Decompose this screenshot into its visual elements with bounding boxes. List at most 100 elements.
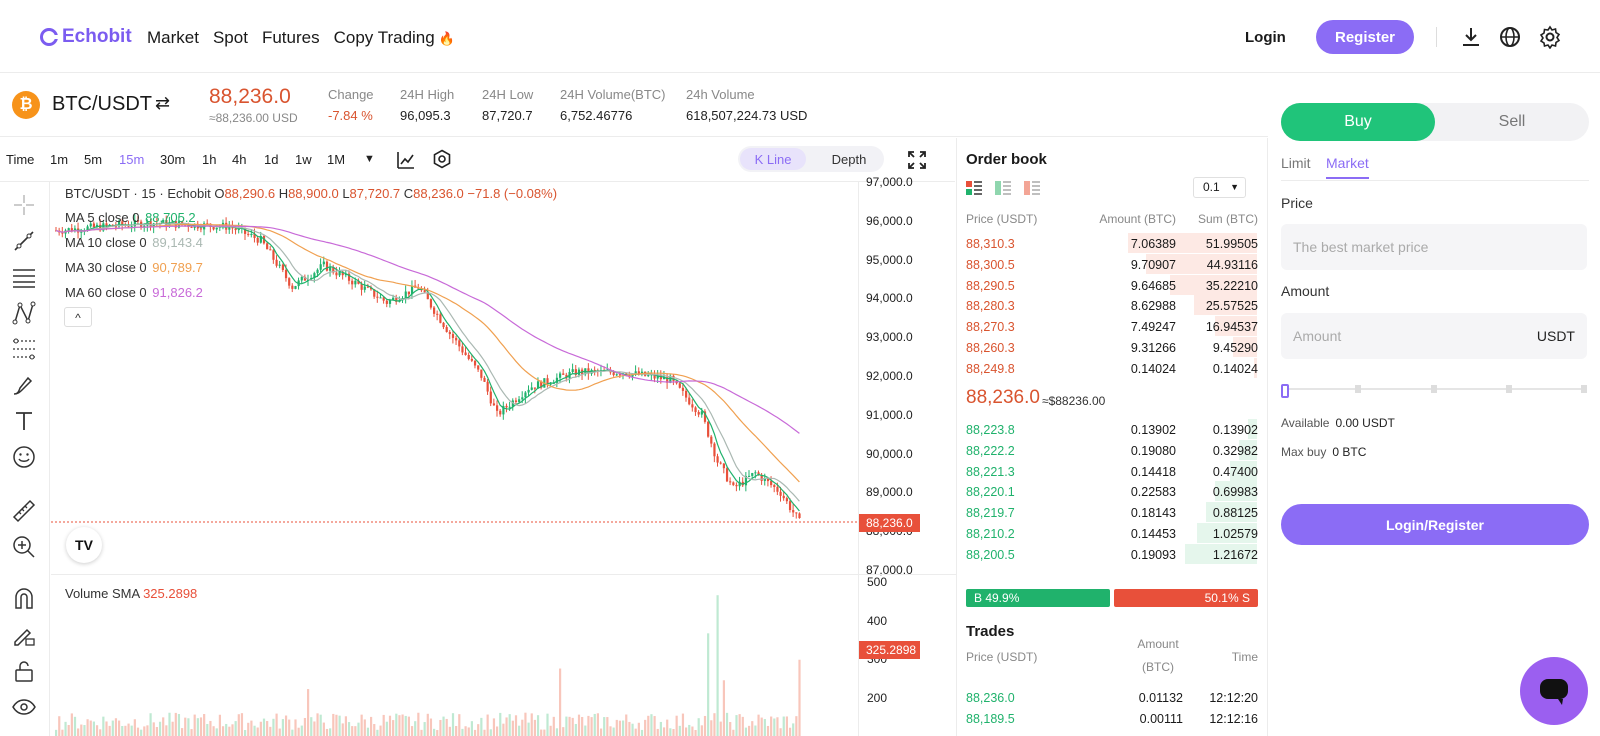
chart-canvas[interactable]: [51, 182, 956, 736]
ask-row[interactable]: 88,260.3 9.31266 9.45290: [957, 337, 1258, 358]
timeframe-15m[interactable]: 15m: [119, 152, 145, 167]
swap-icon[interactable]: ⇄: [155, 93, 171, 113]
bid-row[interactable]: 88,210.2 0.14453 1.02579: [957, 523, 1258, 544]
indicators-icon[interactable]: [396, 150, 416, 170]
bid-row[interactable]: 88,222.2 0.19080 0.32982: [957, 439, 1258, 461]
timeframe-1h[interactable]: 1h: [202, 152, 217, 167]
slider-handle[interactable]: [1281, 384, 1289, 398]
timeframe-1m[interactable]: 1m: [50, 152, 69, 167]
login-register-button[interactable]: Login/Register: [1281, 504, 1589, 545]
lock-drawing-icon[interactable]: [11, 622, 37, 648]
ruler-icon[interactable]: [11, 498, 37, 524]
globe-icon[interactable]: [1498, 25, 1522, 49]
eye-icon[interactable]: [11, 694, 37, 720]
volume-bar: [77, 728, 80, 736]
timeframe-1M[interactable]: 1M: [327, 152, 346, 167]
volume-bar: [549, 725, 552, 736]
collapse-legend-button[interactable]: ^: [64, 307, 92, 327]
candle-body: [612, 372, 615, 376]
book-view-asks-icon[interactable]: [1024, 181, 1040, 195]
nav-market[interactable]: Market: [147, 28, 199, 47]
trades-header-amount: Amount: [1137, 637, 1179, 651]
candle-body: [354, 280, 357, 285]
text-icon[interactable]: [11, 408, 37, 434]
candle-body: [259, 236, 262, 243]
timeframe-5m[interactable]: 5m: [84, 152, 103, 167]
tradingview-logo[interactable]: TV: [66, 527, 102, 563]
timeframe-1d[interactable]: 1d: [264, 152, 279, 167]
ask-row[interactable]: 88,270.3 7.49247 16.94537: [957, 316, 1258, 337]
tab-limit[interactable]: Limit: [1281, 155, 1311, 171]
timeframe-dropdown-icon[interactable]: ▼: [364, 153, 375, 165]
slider-stop-75[interactable]: [1506, 385, 1512, 393]
bid-row[interactable]: 88,221.3 0.14418 0.47400: [957, 460, 1258, 482]
nav-spot[interactable]: Spot: [212, 28, 248, 47]
amount-slider[interactable]: [1281, 384, 1587, 398]
candle-body: [244, 227, 247, 234]
volume-bar: [244, 729, 247, 736]
depth-tab[interactable]: Depth: [831, 151, 867, 167]
unlock-icon[interactable]: [11, 658, 37, 684]
nav-copy-trading[interactable]: Copy Trading 🔥: [334, 28, 455, 48]
row-amount: 9.64685: [1130, 278, 1176, 293]
bid-row[interactable]: 88,219.7 0.18143 0.88125: [957, 502, 1258, 523]
download-icon[interactable]: [1459, 25, 1483, 49]
emoji-icon[interactable]: [11, 444, 37, 470]
amount-input[interactable]: Amount USDT: [1281, 313, 1587, 359]
nav-futures[interactable]: Futures: [261, 28, 320, 47]
book-view-bids-icon[interactable]: [995, 181, 1011, 195]
tab-market[interactable]: Market: [1326, 155, 1369, 179]
precision-select[interactable]: 0.1 ▼: [1193, 177, 1246, 198]
echobit-logo[interactable]: Echobit: [40, 26, 132, 48]
candle-body: [707, 421, 710, 437]
gear-icon[interactable]: [1538, 25, 1562, 49]
ask-row[interactable]: 88,310.3 7.06389 51.99505: [957, 233, 1258, 254]
book-view-both-icon[interactable]: [966, 181, 982, 195]
slider-stop-50[interactable]: [1431, 385, 1437, 393]
timeframe-time[interactable]: Time: [6, 152, 35, 167]
buy-tab[interactable]: Buy: [1281, 103, 1435, 141]
ma60-label: MA 60 close 0: [65, 285, 147, 300]
timeframe-30m[interactable]: 30m: [160, 152, 186, 167]
bid-row[interactable]: 88,220.1 0.22583 0.69983: [957, 481, 1258, 502]
ask-row[interactable]: 88,300.5 9.70907 44.93116: [957, 253, 1258, 275]
slider-stop-100[interactable]: [1581, 385, 1587, 393]
register-button[interactable]: Register: [1316, 20, 1414, 54]
fib-retracement-icon[interactable]: [11, 336, 37, 362]
zoom-in-icon[interactable]: [11, 534, 37, 560]
crosshair-icon[interactable]: [11, 192, 37, 218]
volume-bar: [650, 714, 653, 736]
chart-settings-icon[interactable]: [432, 149, 452, 169]
open-label: O: [214, 186, 225, 201]
candlestick-chart[interactable]: BTC/USDT · 15 · Echobit O88,290.6 H88,90…: [51, 175, 956, 736]
bid-row[interactable]: 88,223.8 0.13902 0.13902: [957, 419, 1258, 440]
candle-body: [732, 482, 735, 485]
candle-body: [467, 354, 470, 359]
chat-button[interactable]: [1520, 657, 1588, 725]
trendline-icon[interactable]: [11, 228, 37, 254]
login-link[interactable]: Login: [1245, 29, 1286, 46]
pattern-icon[interactable]: [11, 300, 37, 326]
bid-row[interactable]: 88,200.5 0.19093 1.21672: [957, 543, 1258, 565]
ask-row[interactable]: 88,249.8 0.14024 0.14024: [957, 357, 1258, 379]
fullscreen-icon[interactable]: [907, 150, 927, 170]
magnet-icon[interactable]: [11, 586, 37, 612]
volume-bar: [694, 730, 697, 736]
sell-tab[interactable]: Sell: [1498, 113, 1526, 130]
pair-name[interactable]: BTC/USDT: [52, 93, 152, 115]
price-input[interactable]: The best market price: [1281, 224, 1587, 270]
volume-bar: [530, 713, 533, 736]
slider-stop-25[interactable]: [1355, 385, 1361, 393]
timeframe-1w[interactable]: 1w: [295, 152, 312, 167]
volume-bar: [325, 728, 329, 736]
timeframe-4h[interactable]: 4h: [232, 152, 247, 167]
close-label: C: [403, 186, 414, 201]
candle-body: [565, 374, 568, 379]
volume-bar: [524, 712, 527, 736]
horizontal-lines-icon[interactable]: [11, 264, 37, 290]
kline-tab[interactable]: K Line: [740, 148, 806, 170]
ask-row[interactable]: 88,280.3 8.62988 25.57525: [957, 295, 1258, 316]
ask-row[interactable]: 88,290.5 9.64685 35.22210: [957, 274, 1258, 296]
brush-icon[interactable]: [11, 372, 37, 398]
volume-bar: [603, 717, 606, 736]
